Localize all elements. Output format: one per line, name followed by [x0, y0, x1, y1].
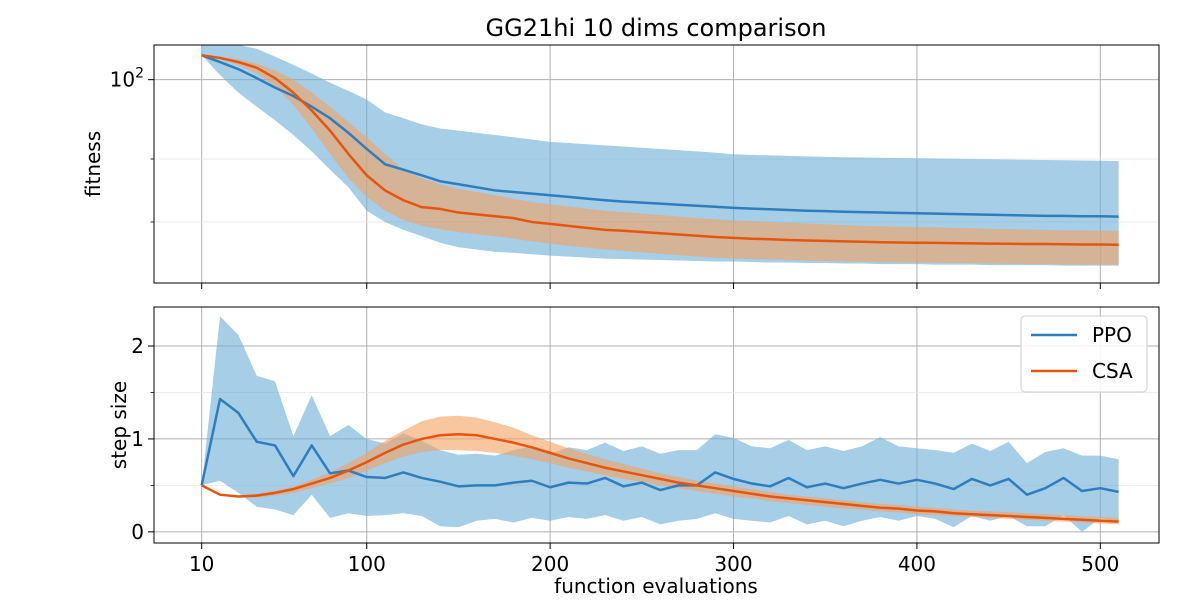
csa-band: [201, 55, 1119, 265]
step-size-ticks: 10 100 200 300 400 500 0 1 2: [131, 334, 1119, 576]
fitness-bands: [201, 45, 1119, 266]
chart-title: GG21hi 10 dims comparison: [486, 14, 827, 42]
x-axis-label: function evaluations: [554, 574, 758, 598]
legend: PPO CSA: [1020, 315, 1148, 393]
y-tick-label: 102: [110, 66, 144, 92]
y-tick-label: 1: [131, 427, 144, 451]
fitness-lines: [201, 54, 1119, 246]
x-tick-label: 500: [1081, 552, 1119, 576]
ppo-band: [201, 316, 1119, 532]
step-size-ylabel: step size: [107, 381, 131, 469]
fitness-ylabel: fitness: [81, 131, 105, 197]
step-size-panel: 10 100 200 300 400 500 0 1 2 step size function …: [107, 306, 1160, 598]
fitness-ticks: 102: [110, 66, 1101, 289]
x-tick-label: 400: [898, 552, 936, 576]
csa-band: [201, 415, 1119, 525]
x-tick-label: 100: [348, 552, 386, 576]
ppo-line: [201, 54, 1119, 218]
fitness-panel: 102 fitness: [81, 44, 1160, 289]
x-tick-label: 10: [189, 552, 214, 576]
legend-label-csa: CSA: [1092, 359, 1133, 383]
step-size-axes-frame: [153, 306, 1160, 544]
y-tick-label: 2: [131, 334, 144, 358]
y-tick-label: 0: [131, 520, 144, 544]
csa-line: [201, 54, 1119, 246]
legend-label-ppo: PPO: [1092, 323, 1132, 347]
x-tick-label: 300: [714, 552, 752, 576]
step-size-bands: [201, 316, 1119, 532]
x-tick-label: 200: [531, 552, 569, 576]
csa-line: [201, 433, 1119, 523]
step-size-lines: [200, 397, 1119, 523]
fitness-axes-frame: [153, 44, 1160, 284]
ppo-line: [200, 397, 1119, 496]
